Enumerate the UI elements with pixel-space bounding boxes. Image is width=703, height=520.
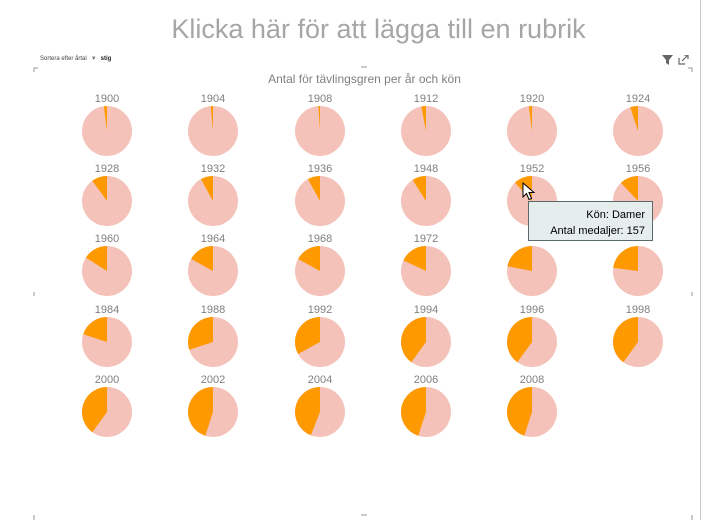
slice-damer[interactable] — [210, 106, 213, 131]
pie-1998[interactable]: 1998 — [612, 304, 663, 367]
slice-damer[interactable] — [307, 176, 320, 201]
slice-damer[interactable] — [612, 317, 638, 363]
pie-1984[interactable]: 1984 — [82, 304, 132, 367]
pie-2000[interactable]: 2000 — [81, 374, 132, 437]
frame-mark — [688, 67, 693, 72]
pie-1988[interactable]: 1988 — [187, 304, 238, 367]
slice-damer[interactable] — [92, 176, 107, 201]
pie-label: 1998 — [626, 304, 650, 316]
pie-1924[interactable]: 1924 — [613, 93, 663, 156]
slice-damer[interactable] — [200, 176, 213, 201]
chart-toolbar — [662, 55, 689, 65]
cursor-icon — [522, 182, 536, 201]
tooltip: Kön: Damer Antal medaljer: 157 — [528, 201, 653, 241]
pie-label: 1972 — [414, 233, 438, 245]
frame-mark — [33, 67, 38, 72]
pie-label: 2008 — [520, 374, 544, 386]
pie-1908[interactable]: 1908 — [295, 93, 345, 156]
pie-1900[interactable]: 1900 — [82, 93, 132, 156]
pie-label: 2006 — [414, 374, 438, 386]
pie-label: 1928 — [95, 163, 119, 175]
pie-label: 1924 — [626, 93, 650, 105]
pie-label: 1996 — [520, 304, 544, 316]
slice-damer[interactable] — [294, 317, 320, 355]
slice-damer[interactable] — [187, 387, 213, 436]
slice-damer[interactable] — [191, 246, 213, 271]
pie-1928[interactable]: 1928 — [82, 163, 132, 226]
pie-1964[interactable]: 1964 — [188, 233, 238, 296]
slice-damer[interactable] — [620, 176, 638, 201]
sort-label: Sortera efter årtal — [40, 56, 87, 62]
pie-label: 1936 — [308, 163, 332, 175]
popout-icon[interactable] — [678, 55, 689, 65]
pie-label: 1960 — [95, 233, 119, 245]
pie-label: 1992 — [308, 304, 332, 316]
pie-label: 1932 — [201, 163, 225, 175]
slice-damer[interactable] — [412, 176, 426, 201]
tooltip-series: Kön: Damer — [586, 209, 645, 221]
pie-label: 1984 — [95, 304, 119, 316]
pie-1920[interactable]: 1920 — [507, 93, 557, 156]
slide-right-border — [700, 0, 701, 520]
tooltip-value: Antal medaljer: 157 — [550, 225, 645, 237]
pie-2008[interactable]: 2008 — [506, 374, 557, 437]
pie-label: 1904 — [201, 93, 225, 105]
pie-2002[interactable]: 2002 — [187, 374, 238, 437]
slice-damer[interactable] — [81, 387, 107, 433]
page-title[interactable]: Klicka här för att lägga till en rubrik — [171, 14, 586, 44]
pie-1904[interactable]: 1904 — [188, 93, 238, 156]
slice-damer[interactable] — [103, 106, 107, 131]
pie-label: 1900 — [95, 93, 119, 105]
pie-label: 1968 — [308, 233, 332, 245]
pie-label: 1994 — [414, 304, 438, 316]
pie-1912[interactable]: 1912 — [401, 93, 451, 156]
pie-label: 1948 — [414, 163, 438, 175]
slice-damer[interactable] — [403, 246, 426, 271]
pie-label: 1920 — [520, 93, 544, 105]
slice-damer[interactable] — [528, 106, 532, 131]
pie-1948[interactable]: 1948 — [401, 163, 451, 226]
chart-title: Antal för tävlingsgren per år och kön — [268, 72, 461, 86]
slice-damer[interactable] — [400, 317, 426, 363]
pie-1968[interactable]: 1968 — [295, 233, 345, 296]
pie-label: 2000 — [95, 374, 119, 386]
pie-label: 1956 — [626, 163, 650, 175]
pie-1960[interactable]: 1960 — [82, 233, 132, 296]
pie-label: 2004 — [308, 374, 332, 386]
slice-damer[interactable] — [295, 387, 320, 436]
pie-label: 1988 — [201, 304, 225, 316]
pie-1976[interactable] — [507, 246, 557, 296]
slice-damer[interactable] — [85, 245, 107, 271]
slice-damer[interactable] — [613, 246, 638, 271]
pie-1936[interactable]: 1936 — [295, 163, 345, 226]
pie-label: 1952 — [520, 163, 544, 175]
slice-damer[interactable] — [83, 317, 107, 342]
slice-damer[interactable] — [506, 317, 532, 363]
slice-damer[interactable] — [298, 246, 320, 271]
filter-icon[interactable] — [662, 55, 673, 65]
pie-label: 1912 — [414, 93, 438, 105]
pie-label: 2002 — [201, 374, 225, 386]
pie-1992[interactable]: 1992 — [294, 304, 345, 367]
pie-1972[interactable]: 1972 — [401, 233, 451, 296]
pie-1980[interactable] — [613, 246, 663, 296]
slice-damer[interactable] — [506, 387, 532, 436]
slice-damer[interactable] — [318, 106, 320, 131]
pie-2004[interactable]: 2004 — [295, 374, 345, 437]
slice-damer[interactable] — [507, 246, 532, 271]
pie-1932[interactable]: 1932 — [188, 163, 238, 226]
slice-damer[interactable] — [630, 106, 638, 131]
slice-damer[interactable] — [400, 387, 426, 436]
slice-damer[interactable] — [421, 106, 426, 131]
chevron-down-icon[interactable]: ▼ — [90, 56, 97, 62]
pie-1994[interactable]: 1994 — [400, 304, 451, 367]
pie-label: 1908 — [308, 93, 332, 105]
pie-label: 1964 — [201, 233, 225, 245]
sort-control[interactable]: Sortera efter årtal ▼ stig — [40, 56, 111, 62]
slice-damer[interactable] — [187, 317, 213, 350]
pie-2006[interactable]: 2006 — [400, 374, 451, 437]
sort-value[interactable]: stig — [100, 56, 112, 62]
pie-1996[interactable]: 1996 — [506, 304, 557, 367]
